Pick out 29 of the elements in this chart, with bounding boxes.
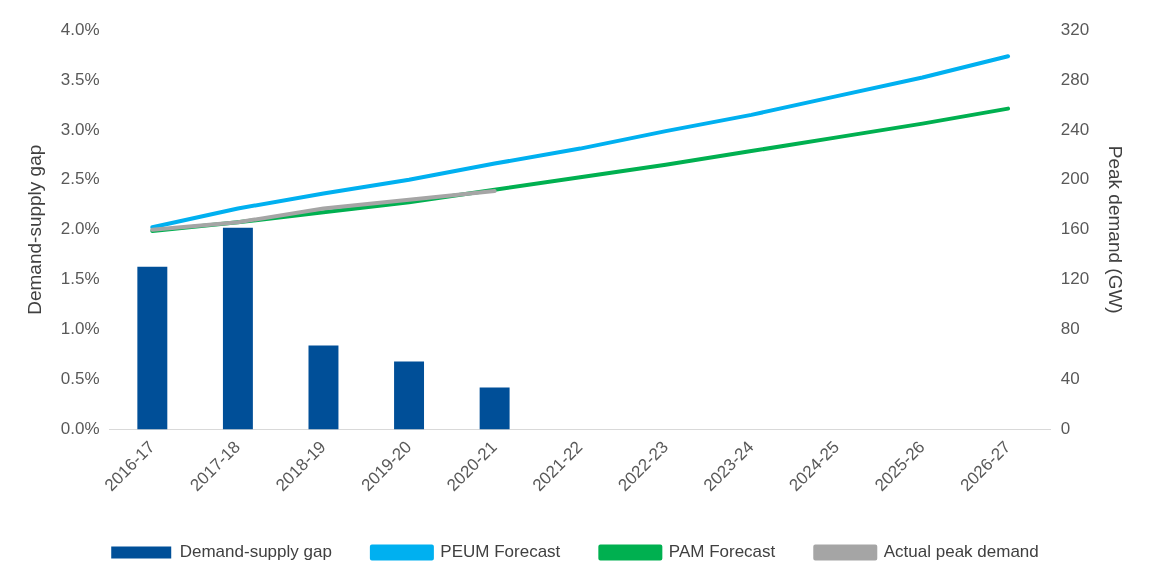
y2-tick-label: 280: [1060, 69, 1090, 89]
bar: [137, 266, 168, 430]
y2-axis-title: Peak demand (GW): [1105, 145, 1127, 314]
y2-tick-label: 120: [1060, 269, 1090, 289]
bar: [394, 361, 425, 430]
bar: [308, 345, 339, 430]
y-axis-title: Demand-supply gap: [23, 144, 45, 315]
legend-label: Demand-supply gap: [179, 542, 332, 562]
y2-tick-label: 320: [1060, 19, 1090, 39]
y-tick-label: 2.5%: [60, 169, 100, 189]
y-tick-label: 3.5%: [60, 69, 100, 89]
legend-label: PAM Forecast: [668, 542, 776, 562]
y2-tick-label: 200: [1060, 169, 1090, 189]
y-tick-label: 4.0%: [60, 19, 100, 39]
y2-tick-label: 40: [1060, 369, 1080, 389]
bar: [222, 227, 253, 430]
y2-tick-label: 160: [1060, 219, 1090, 239]
y-tick-label: 3.0%: [60, 119, 100, 139]
y-tick-label: 0.0%: [60, 419, 100, 439]
bar: [479, 387, 510, 430]
y-tick-label: 1.0%: [60, 319, 100, 339]
y2-tick-label: 240: [1060, 119, 1090, 139]
legend-label: PEUM Forecast: [440, 542, 561, 562]
y2-tick-label: 0: [1060, 419, 1071, 439]
y-tick-label: 0.5%: [60, 369, 100, 389]
y-tick-label: 1.5%: [60, 269, 100, 289]
y-tick-label: 2.0%: [60, 219, 100, 239]
y2-tick-label: 80: [1060, 319, 1080, 339]
legend-label: Actual peak demand: [883, 542, 1039, 562]
